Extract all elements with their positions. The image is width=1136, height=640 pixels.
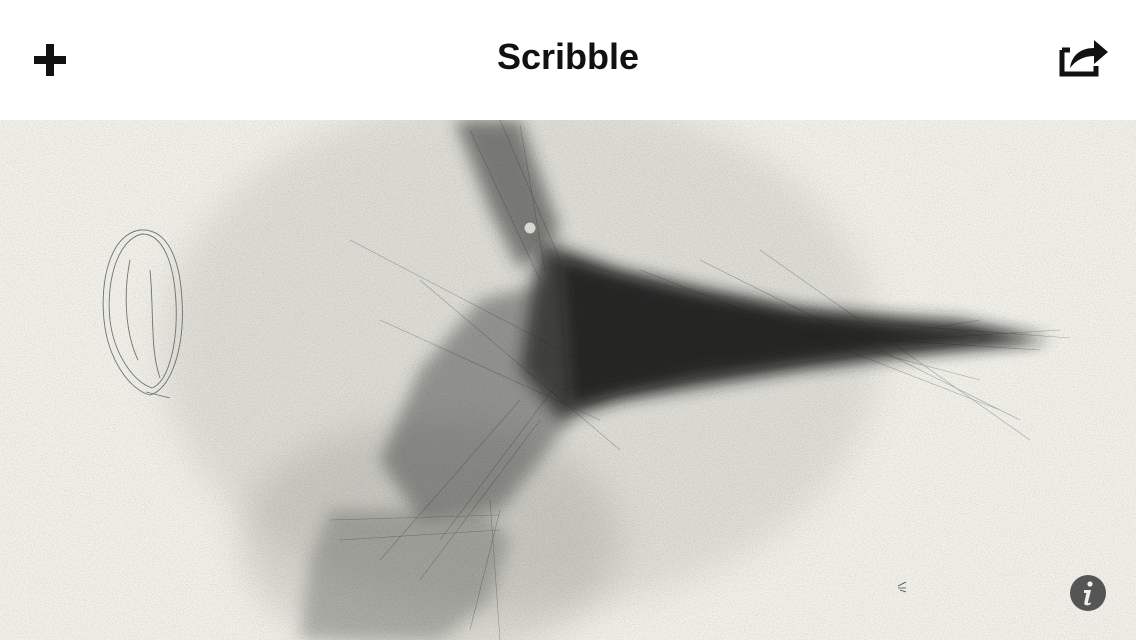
share-icon: [1059, 40, 1108, 77]
info-button[interactable]: [1069, 574, 1107, 612]
plus-icon: [34, 44, 66, 76]
drawing-canvas[interactable]: [0, 120, 1136, 640]
page-title: Scribble: [496, 36, 640, 77]
add-button[interactable]: [28, 38, 72, 82]
sketch-drawing: [0, 120, 1136, 640]
info-icon: [1070, 575, 1106, 611]
top-toolbar: Scribble: [0, 0, 1136, 120]
share-button[interactable]: [1056, 32, 1112, 82]
